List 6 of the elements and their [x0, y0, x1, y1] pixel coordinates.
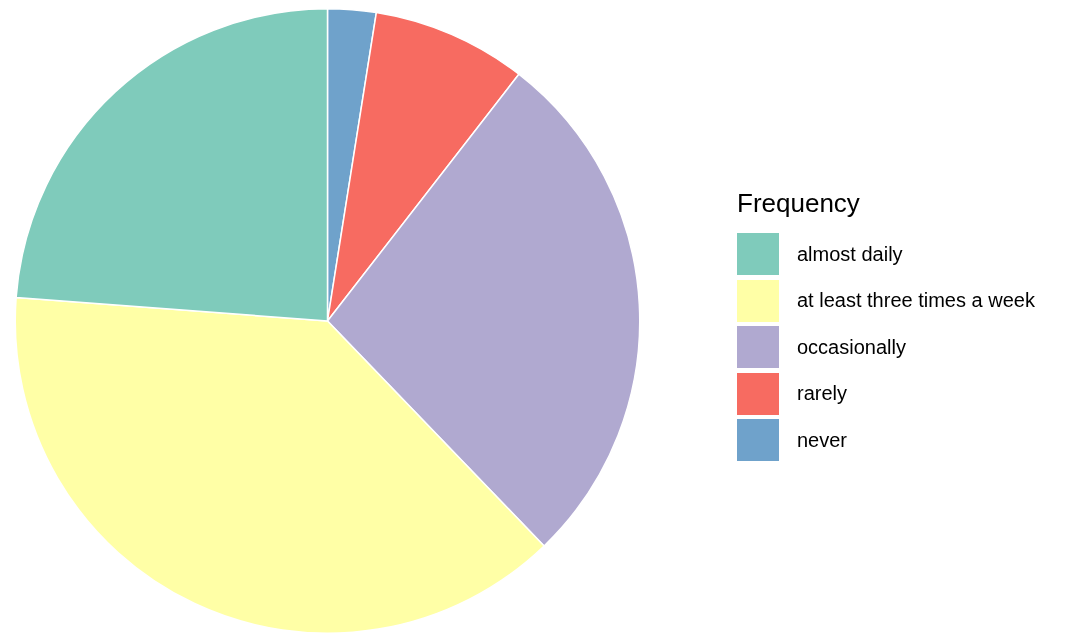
legend-label: almost daily: [797, 242, 903, 266]
legend-label: at least three times a week: [797, 289, 1035, 313]
legend-label: occasionally: [797, 335, 906, 359]
legend-label: rarely: [797, 382, 848, 406]
legend-title: Frequency: [737, 188, 861, 219]
legend-label: never: [797, 428, 848, 452]
